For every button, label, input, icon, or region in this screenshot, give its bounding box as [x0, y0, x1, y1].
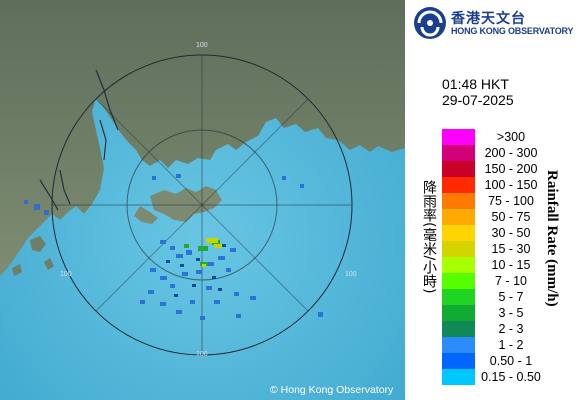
radar-time: 01:48 HKT — [442, 76, 509, 92]
legend-label: 1 - 2 — [498, 338, 524, 352]
legend-swatch — [442, 177, 475, 193]
radar-date: 29-07-2025 — [442, 92, 514, 108]
legend-swatch — [442, 337, 475, 353]
lantau-island — [134, 206, 158, 224]
legend-label: 7 - 10 — [495, 274, 527, 288]
legend-swatch — [442, 161, 475, 177]
western-coast-islands — [12, 236, 54, 276]
hk-island-group — [150, 186, 222, 222]
radial-line — [201, 204, 309, 312]
legend-label: 5 - 7 — [498, 290, 524, 304]
range-rings — [51, 54, 353, 356]
radial-line — [201, 98, 309, 206]
legend-swatch — [442, 369, 475, 385]
legend-swatch — [442, 129, 475, 145]
legend-labels: >300 200 - 300 150 - 200 100 - 150 75 - 100 5… — [481, 129, 549, 385]
legend-label: >300 — [496, 130, 526, 144]
range-label-west: 100 — [60, 271, 72, 278]
legend-swatch — [442, 305, 475, 321]
legend-label: 30 - 50 — [491, 226, 531, 240]
logo-name-en: HONG KONG OBSERVATORY — [451, 26, 574, 36]
legend-swatch — [442, 273, 475, 289]
legend-panel: 香港天文台 HONG KONG OBSERVATORY 01:48 HKT 29… — [405, 0, 577, 400]
legend-swatch — [442, 289, 475, 305]
legend-swatch — [442, 321, 475, 337]
legend-swatches — [442, 129, 475, 385]
range-label-south: 100 — [196, 351, 208, 358]
rain-echoes — [24, 174, 323, 320]
legend-label: 50 - 75 — [491, 210, 531, 224]
legend-label: 3 - 5 — [498, 306, 524, 320]
legend-label: 0.50 - 1 — [489, 354, 533, 368]
legend-label: 15 - 30 — [491, 242, 531, 256]
radial-line — [95, 98, 203, 206]
legend-swatch — [442, 257, 475, 273]
legend-label: 75 - 100 — [488, 194, 534, 208]
legend-swatch — [442, 209, 475, 225]
observatory-logo: 香港天文台 HONG KONG OBSERVATORY — [413, 6, 577, 40]
pearl-river-delta-lines — [39, 69, 119, 211]
logo-name-cn: 香港天文台 — [451, 11, 526, 27]
legend-label: 10 - 15 — [491, 258, 531, 272]
legend-label: 0.15 - 0.50 — [481, 370, 541, 384]
range-label-north: 100 — [196, 42, 208, 49]
legend-swatch — [442, 225, 475, 241]
legend-swatch — [442, 193, 475, 209]
radar-map: 100 100 100 100 — [0, 0, 405, 400]
legend-swatch — [442, 241, 475, 257]
range-label-east: 100 — [345, 271, 357, 278]
legend-label: 100 - 150 — [484, 178, 538, 192]
legend-swatch — [442, 145, 475, 161]
legend-title-cn: 降雨率(毫米/小時) — [421, 180, 437, 294]
observatory-emblem-icon — [414, 7, 446, 39]
legend-label: 200 - 300 — [484, 146, 538, 160]
legend-label: 150 - 200 — [484, 162, 538, 176]
legend-label: 2 - 3 — [498, 322, 524, 336]
legend-swatch — [442, 353, 475, 369]
copyright-text: © Hong Kong Observatory — [270, 384, 394, 396]
radial-line — [95, 204, 203, 312]
legend-title-en: Rainfall Rate (mm/h) — [544, 170, 560, 307]
